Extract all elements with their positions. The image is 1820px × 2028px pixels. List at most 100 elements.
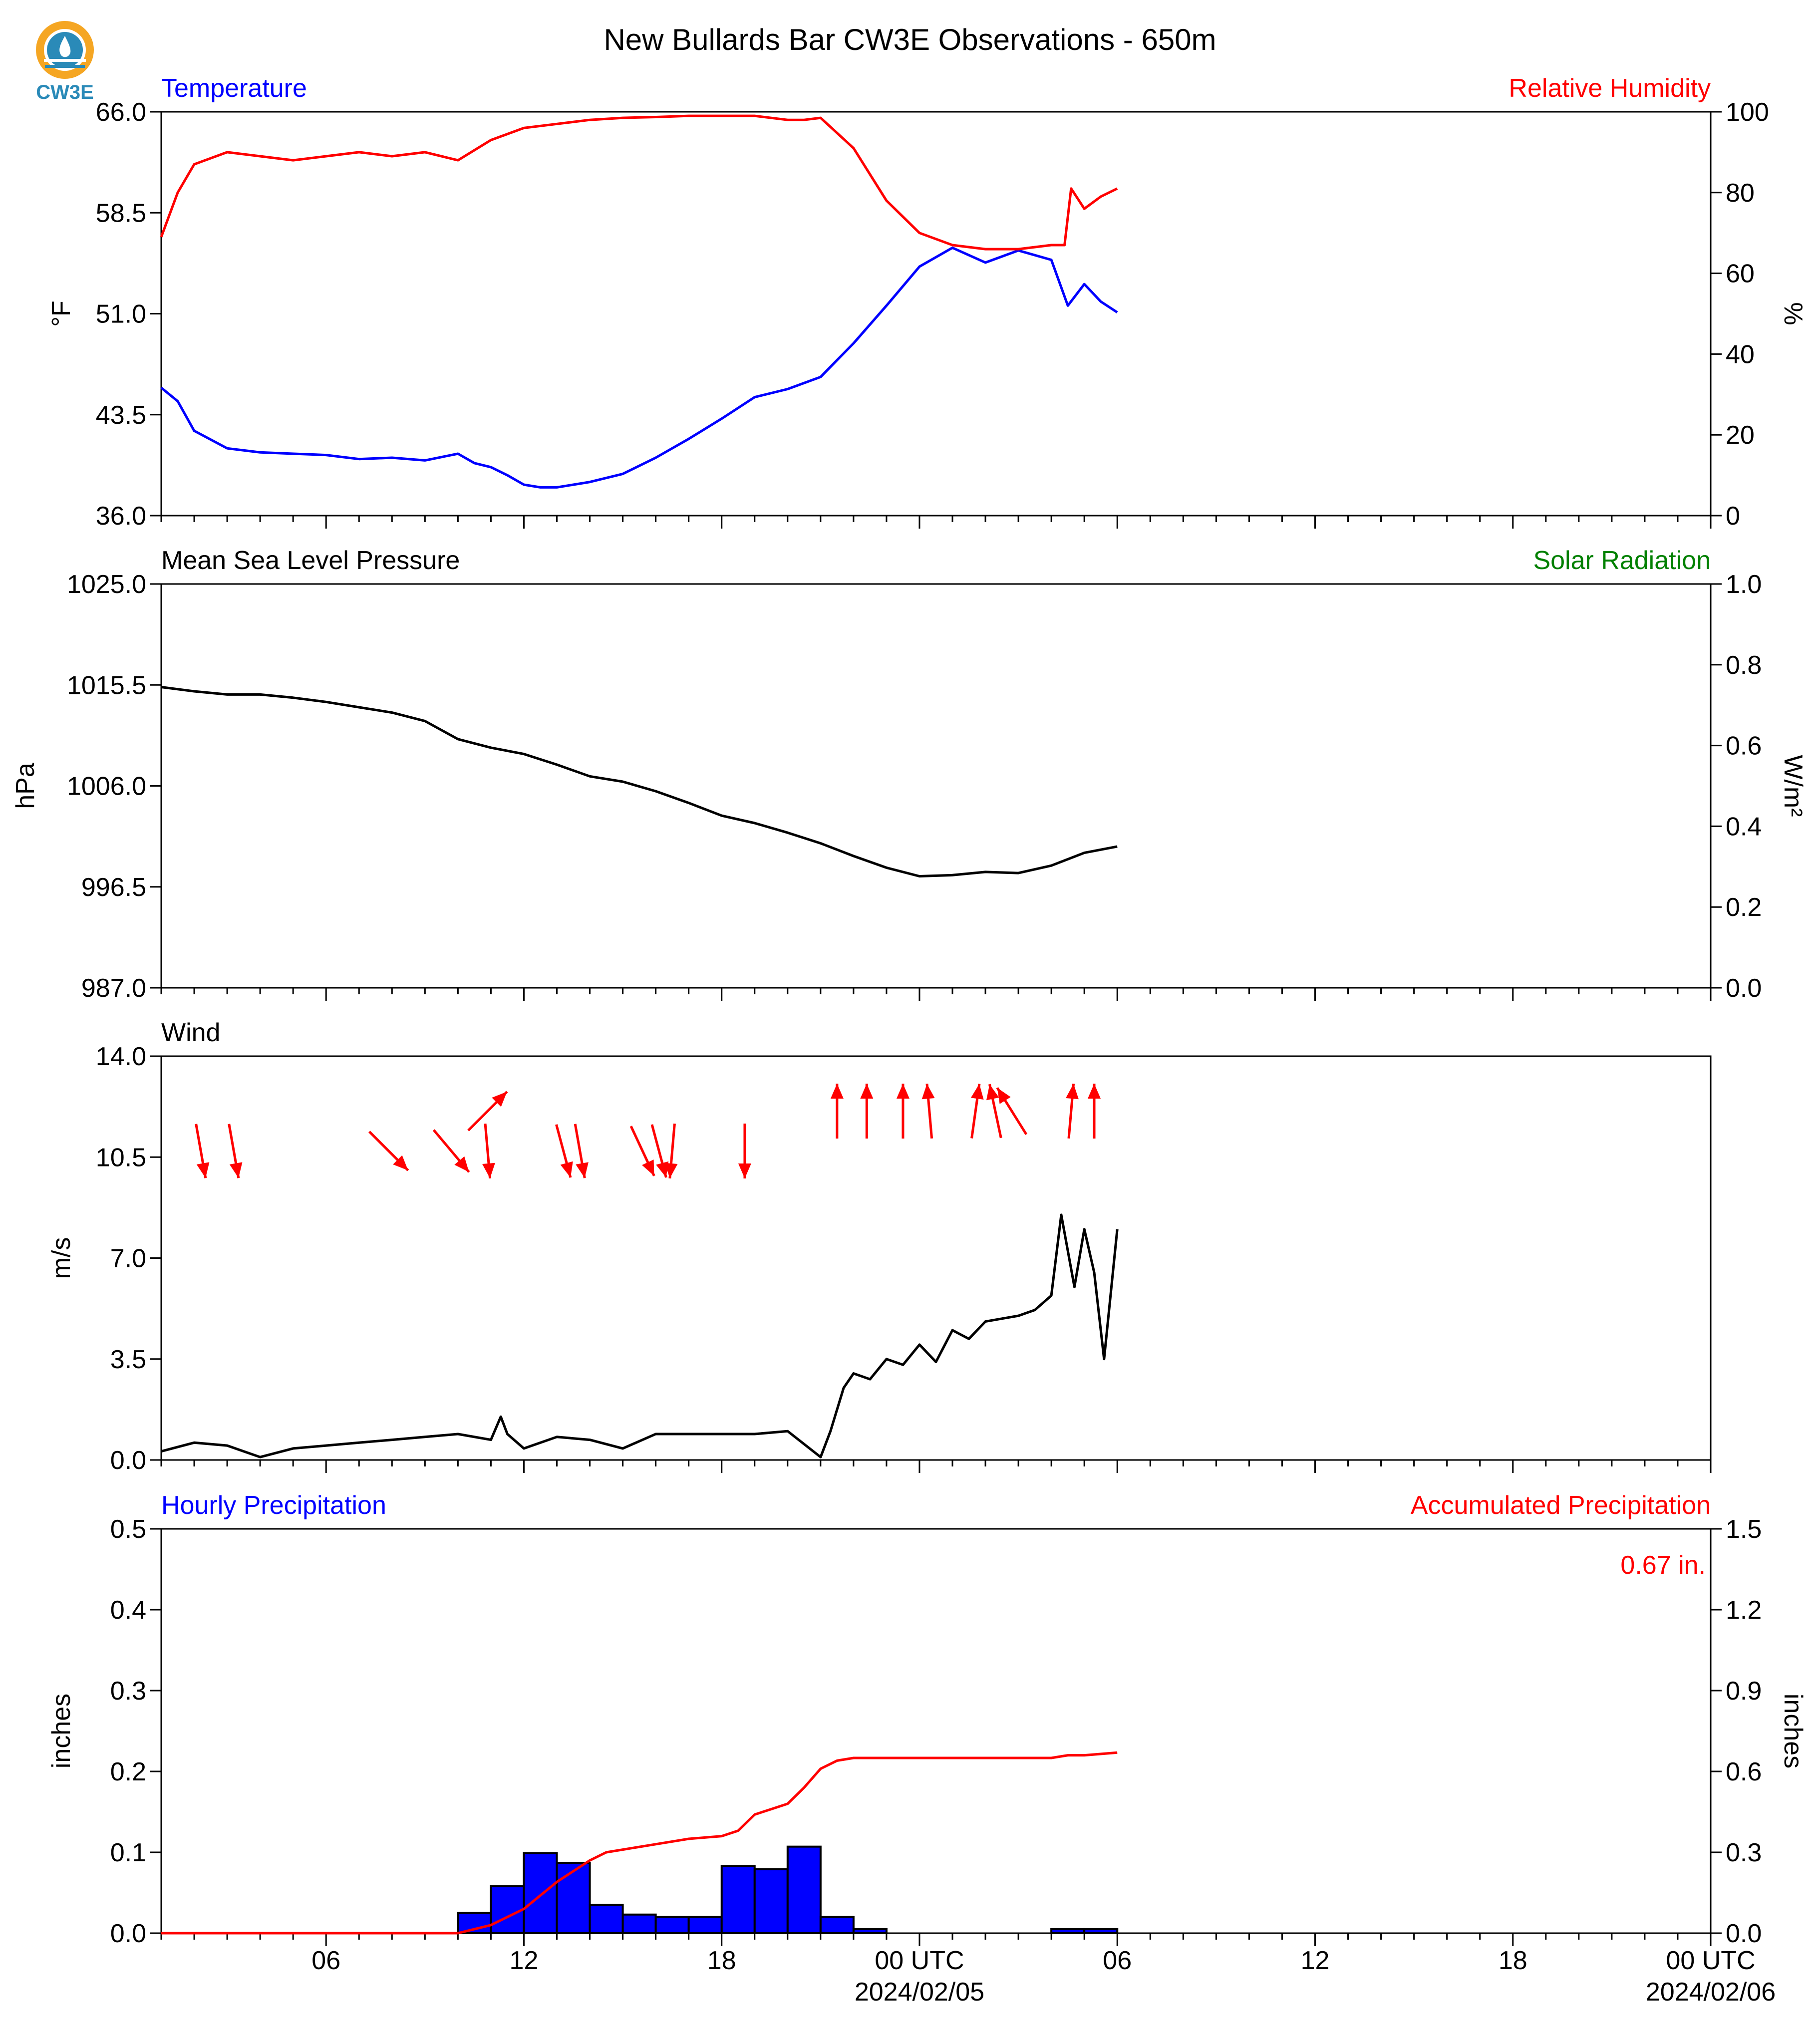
wind-arrow-head bbox=[921, 1084, 935, 1100]
series-line-0-1 bbox=[160, 114, 1118, 251]
precip-bar bbox=[687, 1916, 723, 1935]
y-tick-label-right: 0 bbox=[1726, 502, 1740, 531]
wind-arrow-head bbox=[986, 1084, 999, 1101]
y-tick-label-left: 1025.0 bbox=[67, 570, 146, 599]
precip-bar bbox=[720, 1865, 756, 1935]
y-tick-label-right: 40 bbox=[1726, 340, 1755, 369]
y-axis-label-left: m/s bbox=[47, 1237, 76, 1279]
series-line-2-0 bbox=[161, 1213, 1119, 1458]
wind-arrow-head bbox=[229, 1162, 243, 1178]
precip-bar bbox=[1050, 1928, 1086, 1934]
y-tick-label-right: 1.2 bbox=[1726, 1596, 1762, 1625]
y-tick-label-left: 66.0 bbox=[96, 98, 146, 127]
y-tick-label-left: 0.5 bbox=[110, 1515, 146, 1544]
y-tick-label-left: 51.0 bbox=[96, 300, 146, 329]
wind-arrow-head bbox=[860, 1084, 874, 1099]
y-tick-label-right: 60 bbox=[1726, 260, 1755, 289]
precip-bar bbox=[1083, 1928, 1119, 1934]
precip-bar bbox=[556, 1862, 591, 1935]
y-axis-label-left: °F bbox=[47, 300, 76, 327]
y-tick-label-left: 0.2 bbox=[110, 1757, 146, 1786]
wind-arrow-head bbox=[560, 1161, 573, 1178]
precip-bar bbox=[621, 1913, 657, 1934]
y-tick-label-right: 0.6 bbox=[1726, 732, 1762, 761]
cw3e-logo: CW3E bbox=[30, 19, 100, 104]
wind-arrow-head bbox=[1088, 1084, 1101, 1099]
precip-bar bbox=[589, 1904, 624, 1935]
y-tick-label-left: 14.0 bbox=[96, 1042, 146, 1071]
y-tick-label-right: 0.2 bbox=[1726, 893, 1762, 922]
y-tick-label-left: 1015.5 bbox=[67, 671, 146, 700]
y-tick-label-left: 58.5 bbox=[96, 199, 146, 228]
x-date-label: 2024/02/05 bbox=[855, 1978, 984, 2007]
x-tick-label: 12 bbox=[1301, 1946, 1330, 1975]
y-axis-label-right: % bbox=[1779, 302, 1808, 325]
y-tick-label-left: 0.1 bbox=[110, 1838, 146, 1867]
panel-frame bbox=[160, 583, 1712, 989]
x-tick-label: 18 bbox=[1499, 1946, 1527, 1975]
x-date-label: 2024/02/06 bbox=[1646, 1978, 1776, 2007]
y-tick-label-right: 0.0 bbox=[1726, 1919, 1762, 1948]
x-tick-label: 06 bbox=[311, 1946, 340, 1975]
panel-frame bbox=[160, 1528, 1712, 1934]
chart-title: New Bullards Bar CW3E Observations - 650… bbox=[604, 23, 1216, 56]
panel-title-right: Solar Radiation bbox=[1533, 546, 1711, 575]
precip-bar bbox=[490, 1885, 525, 1935]
precip-bar bbox=[654, 1916, 690, 1935]
y-tick-label-left: 7.0 bbox=[110, 1244, 146, 1273]
y-axis-label-left: inches bbox=[47, 1694, 76, 1768]
wind-arrow-head bbox=[970, 1084, 984, 1100]
y-tick-label-left: 0.0 bbox=[110, 1919, 146, 1948]
wind-arrow-head bbox=[830, 1084, 844, 1099]
wind-arrow-head bbox=[454, 1156, 469, 1172]
series-line-1-0 bbox=[161, 686, 1118, 877]
wind-arrow-head bbox=[664, 1162, 678, 1178]
series-line-3-0 bbox=[161, 1751, 1118, 1935]
y-tick-label-left: 0.4 bbox=[110, 1596, 146, 1625]
precip-total-annotation: 0.67 in. bbox=[1620, 1551, 1706, 1580]
y-axis-label-right: W/m² bbox=[1779, 755, 1808, 817]
y-tick-label-right: 0.3 bbox=[1726, 1838, 1762, 1867]
panel-frame bbox=[160, 111, 1712, 517]
precip-bar bbox=[523, 1852, 558, 1935]
x-tick-label: 18 bbox=[707, 1946, 736, 1975]
x-tick-label: 06 bbox=[1103, 1946, 1132, 1975]
logo-text: CW3E bbox=[36, 81, 94, 103]
panel-title-left: Mean Sea Level Pressure bbox=[161, 546, 460, 575]
wind-arrow-head bbox=[997, 1088, 1011, 1104]
y-tick-label-left: 987.0 bbox=[81, 974, 146, 1003]
y-tick-label-left: 3.5 bbox=[110, 1345, 146, 1374]
precip-bar bbox=[852, 1928, 888, 1934]
precip-bar bbox=[819, 1916, 855, 1935]
y-tick-label-right: 20 bbox=[1726, 421, 1755, 450]
y-tick-label-right: 0.8 bbox=[1726, 651, 1762, 680]
y-tick-label-left: 43.5 bbox=[96, 401, 146, 430]
series-line-0-0 bbox=[160, 246, 1118, 489]
wind-arrow-head bbox=[576, 1162, 589, 1178]
y-tick-label-right: 0.6 bbox=[1726, 1757, 1762, 1786]
wind-arrow-head bbox=[738, 1163, 751, 1178]
y-tick-label-right: 0.4 bbox=[1726, 812, 1762, 841]
y-tick-label-left: 0.0 bbox=[110, 1446, 146, 1475]
wind-arrow-head bbox=[393, 1155, 408, 1170]
y-tick-label-right: 0.9 bbox=[1726, 1677, 1762, 1706]
wind-arrow-head bbox=[656, 1161, 669, 1178]
panel-title-right: Accumulated Precipitation bbox=[1411, 1491, 1711, 1520]
precip-bar bbox=[786, 1845, 822, 1934]
y-tick-label-right: 100 bbox=[1726, 98, 1769, 127]
y-tick-label-left: 0.3 bbox=[110, 1677, 146, 1706]
panel-title-right: Relative Humidity bbox=[1509, 74, 1711, 103]
y-axis-label-right: inches bbox=[1779, 1694, 1808, 1768]
panel-title-left: Temperature bbox=[161, 74, 307, 103]
wind-arrow-head bbox=[482, 1162, 495, 1178]
panel-frame bbox=[160, 1055, 1712, 1461]
precip-bar bbox=[753, 1868, 789, 1935]
wind-arrow-head bbox=[896, 1084, 910, 1099]
panel-title-left: Hourly Precipitation bbox=[161, 1491, 386, 1520]
y-tick-label-right: 1.5 bbox=[1726, 1515, 1762, 1544]
y-tick-label-left: 996.5 bbox=[81, 873, 146, 902]
panel-title-left: Wind bbox=[161, 1018, 220, 1047]
y-axis-label-left: hPa bbox=[11, 763, 40, 809]
y-tick-label-right: 0.0 bbox=[1726, 974, 1762, 1003]
